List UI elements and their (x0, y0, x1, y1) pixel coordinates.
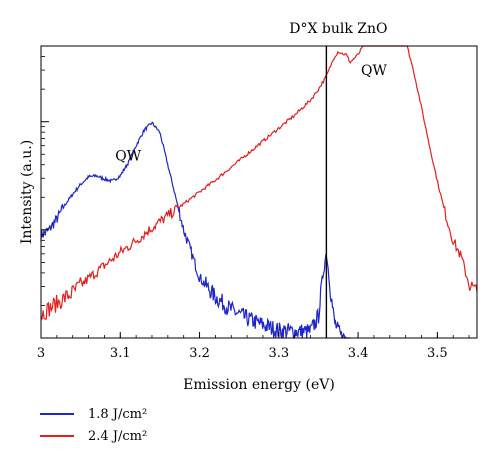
legend: 1.8 J/cm² 2.4 J/cm² (40, 403, 147, 447)
x-tick-label: 3 (37, 346, 45, 361)
x-tick-label: 3.4 (348, 346, 369, 361)
series-line-2 (40, 45, 478, 321)
series-line-1 (40, 121, 351, 340)
legend-item-2: 2.4 J/cm² (40, 425, 147, 447)
legend-swatch-2 (40, 435, 74, 437)
legend-label-1: 1.8 J/cm² (88, 406, 148, 422)
x-tick-label: 3.3 (268, 346, 289, 361)
x-axis-title: Emission energy (eV) (183, 377, 335, 393)
x-tick-labels: 3 3.1 3.2 3.3 3.4 3.5 (37, 346, 448, 361)
axis-ticks (40, 45, 470, 338)
annotation-qw-2: QW (361, 63, 387, 79)
x-tick-label: 3.1 (110, 346, 131, 361)
plot-area-frame (40, 45, 478, 339)
annotation-qw-1: QW (115, 149, 141, 165)
legend-swatch-1 (40, 413, 74, 415)
legend-label-2: 2.4 J/cm² (88, 428, 148, 444)
chart-series (40, 45, 478, 340)
x-tick-label: 3.5 (427, 346, 448, 361)
y-axis-title: Intensity (a.u.) (19, 140, 35, 244)
x-tick-label: 3.2 (189, 346, 210, 361)
legend-item-1: 1.8 J/cm² (40, 403, 147, 425)
reference-line-label: D°X bulk ZnO (289, 21, 387, 37)
